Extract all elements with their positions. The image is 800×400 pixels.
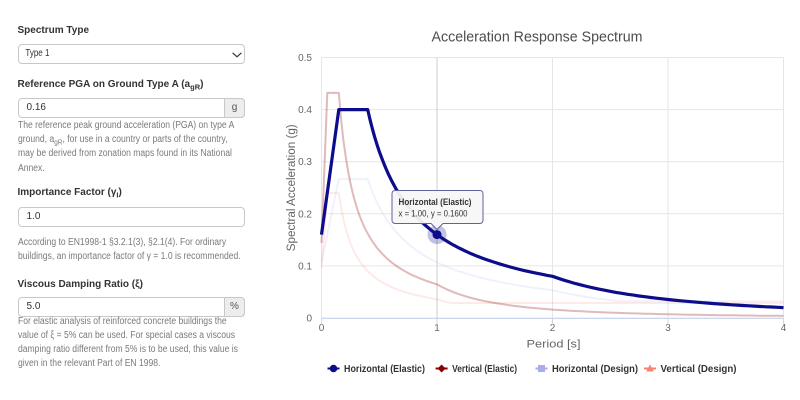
svg-text:Vertical (Design): Vertical (Design) [661,364,737,375]
svg-text:0: 0 [319,323,325,334]
svg-text:2: 2 [550,323,556,334]
svg-text:Horizontal (Design): Horizontal (Design) [552,364,638,375]
svg-text:0.2: 0.2 [298,209,312,220]
svg-text:1: 1 [434,323,440,334]
svg-text:Period [s]: Period [s] [527,339,581,351]
svg-text:Vertical (Elastic): Vertical (Elastic) [452,364,517,375]
svg-text:x = 1.00, y = 0.1600: x = 1.00, y = 0.1600 [399,209,468,219]
svg-text:0: 0 [306,314,312,325]
svg-text:0.3: 0.3 [298,157,312,168]
svg-text:3: 3 [665,323,671,334]
svg-text:Acceleration Response Spectrum: Acceleration Response Spectrum [432,30,643,46]
svg-text:0.1: 0.1 [298,261,312,272]
svg-text:Spectral Acceleration (g): Spectral Acceleration (g) [286,124,298,251]
svg-text:Horizontal (Elastic): Horizontal (Elastic) [399,197,472,207]
svg-text:0.5: 0.5 [298,53,312,64]
svg-text:Horizontal (Elastic): Horizontal (Elastic) [344,364,425,375]
svg-text:0.4: 0.4 [298,105,312,116]
svg-text:4: 4 [781,323,787,334]
